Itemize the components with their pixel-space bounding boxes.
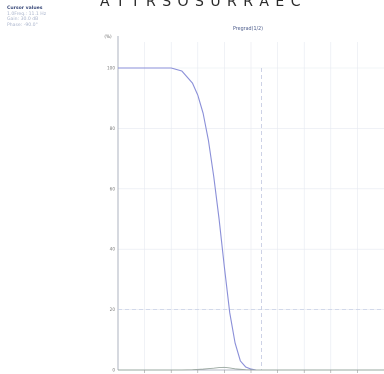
y-tick-label: 20 (110, 307, 116, 312)
cursor-values-panel: Cursor values 1.0Freq.: 11.1 Hz Gain: 30… (7, 6, 46, 28)
cursor-values-title: Cursor values (7, 6, 43, 11)
tick-labels: 0 20 40 60 80 100 (107, 66, 358, 373)
cursor-value-row: 1.0Freq.: 11.1 Hz (7, 11, 47, 17)
cursor-value-row: Gain: 30.0 dB (7, 17, 39, 23)
series-line (118, 366, 384, 371)
y-tick-label: 80 (110, 126, 116, 131)
app-title: A T T R S O S U R R A E C E S (100, 0, 300, 10)
chart-title: Pregrad(1/2) (233, 26, 263, 32)
y-tick-label: 0 (112, 368, 115, 373)
y-axis-label: (%) (104, 34, 112, 39)
y-tick-label: 40 (110, 247, 116, 252)
cursor-value-row: Phase: -90.0° (7, 22, 38, 28)
y-tick-label: 60 (110, 186, 116, 191)
cursor-lines (118, 68, 384, 370)
series-group (118, 67, 384, 371)
y-tick-label: 100 (107, 66, 115, 71)
